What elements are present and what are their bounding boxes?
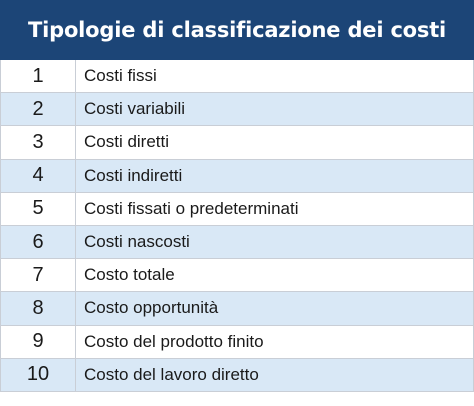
row-number: 9 [1,325,76,358]
row-label: Costi variabili [84,99,186,119]
table-row: 3 Costi diretti [1,126,473,160]
table-body: 1 Costi fissi 2 Costi variabili 3 Costi … [0,60,474,392]
row-number: 3 [1,126,76,159]
row-label: Costi nascosti [84,232,190,252]
row-label: Costi diretti [84,132,170,152]
row-number: 1 [1,60,76,93]
table-row: 10 Costo del lavoro diretto [1,358,473,392]
row-number: 4 [1,159,76,192]
table-row: 9 Costo del prodotto finito [1,325,473,359]
row-number: 7 [1,259,76,292]
table-title: Tipologie di classificazione dei costi [28,18,447,42]
row-number: 8 [1,292,76,325]
row-number: 5 [1,192,76,225]
row-label: Costi indiretti [84,165,183,185]
row-number: 6 [1,225,76,259]
row-label: Costo del lavoro diretto [84,364,259,384]
table-row: 5 Costi fissati o predeterminati [1,192,473,226]
table-row: 1 Costi fissi [1,60,473,94]
table-row: 4 Costi indiretti [1,159,473,193]
table-row: 2 Costi variabili [1,93,473,127]
table-header: Tipologie di classificazione dei costi [0,0,474,60]
row-label: Costi fissati o predeterminati [84,198,299,218]
table-row: 8 Costo opportunità [1,292,473,326]
row-number: 2 [1,93,76,126]
row-label: Costi fissi [84,66,157,86]
table-row: 7 Costo totale [1,259,473,293]
row-label: Costo opportunità [84,298,219,318]
row-label: Costo totale [84,265,175,285]
row-label: Costo del prodotto finito [84,331,264,351]
table-row: 6 Costi nascosti [1,225,473,260]
row-number: 10 [1,358,76,391]
